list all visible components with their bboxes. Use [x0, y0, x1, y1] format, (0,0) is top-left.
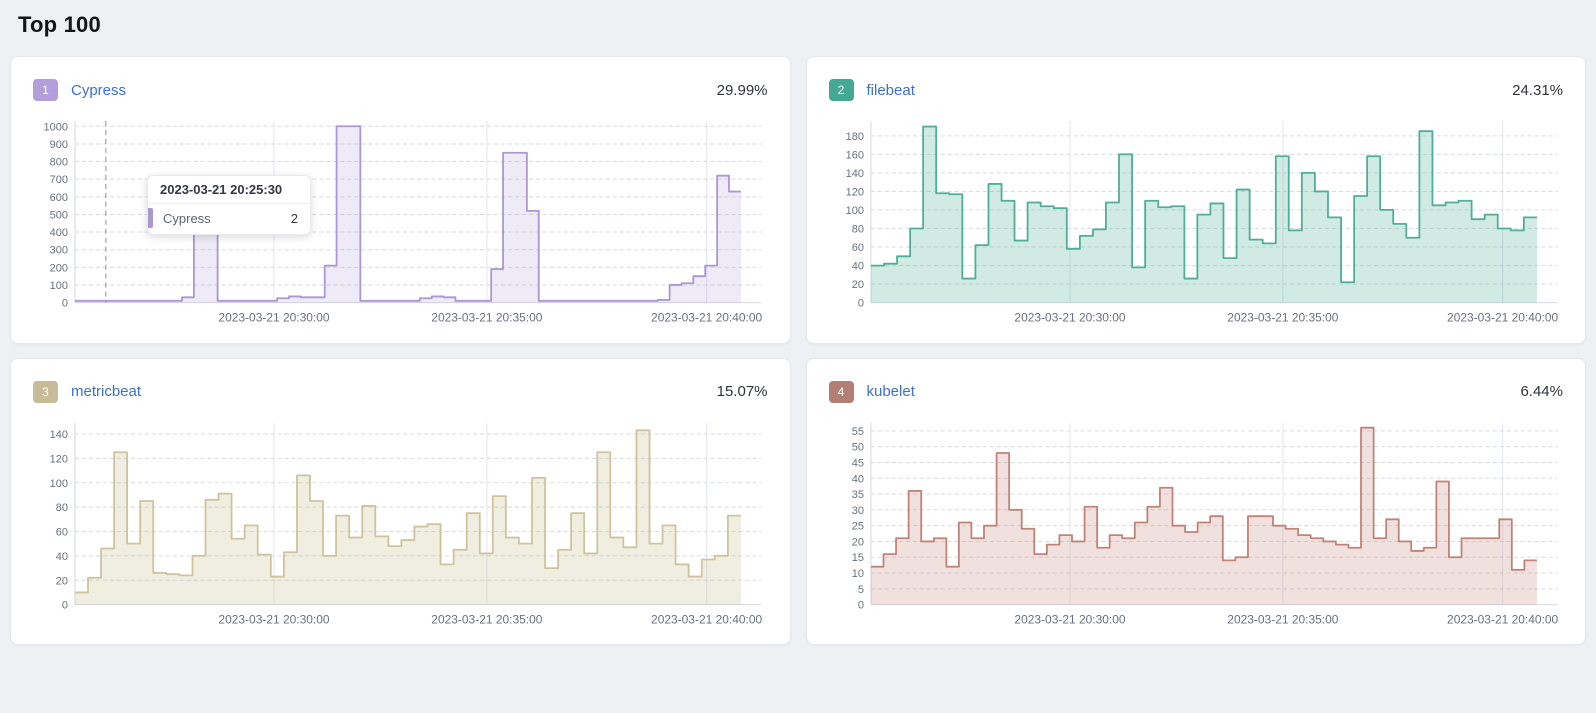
svg-text:100: 100 [50, 477, 68, 489]
card-header: 2 filebeat 24.31% [828, 79, 1563, 101]
svg-text:0: 0 [857, 599, 863, 611]
svg-text:80: 80 [56, 502, 68, 514]
svg-text:700: 700 [50, 174, 68, 186]
svg-text:40: 40 [851, 261, 863, 273]
svg-text:30: 30 [851, 504, 863, 516]
svg-text:0: 0 [62, 599, 68, 611]
svg-text:40: 40 [851, 473, 863, 485]
percentage-value: 6.44% [1520, 383, 1563, 401]
svg-text:45: 45 [851, 457, 863, 469]
svg-text:2023-03-21 20:40:00: 2023-03-21 20:40:00 [651, 612, 762, 626]
percentage-value: 29.99% [716, 81, 768, 99]
svg-text:2023-03-21 20:35:00: 2023-03-21 20:35:00 [431, 311, 542, 325]
svg-text:15: 15 [851, 552, 863, 564]
svg-text:100: 100 [845, 205, 863, 217]
svg-text:500: 500 [50, 209, 68, 221]
svg-text:2023-03-21 20:40:00: 2023-03-21 20:40:00 [651, 311, 762, 325]
svg-text:900: 900 [50, 139, 68, 151]
svg-text:25: 25 [851, 520, 863, 532]
tooltip-series-marker [148, 208, 153, 228]
rank-badge: 3 [33, 380, 58, 403]
svg-text:20: 20 [851, 536, 863, 548]
svg-text:800: 800 [50, 156, 68, 168]
svg-text:80: 80 [851, 223, 863, 235]
area-chart-cypress[interactable]: 1000 900 800 700 600 500 400 300 200 100 0 2023-03-… [31, 115, 770, 329]
svg-text:20: 20 [56, 575, 68, 587]
card-header: 4 kubelet 6.44% [828, 380, 1563, 403]
svg-text:180: 180 [845, 131, 863, 143]
chart-svg: 180 160 140 120 100 80 60 40 20 0 2023-03-21 20:30… [845, 120, 1558, 325]
svg-text:2023-03-21 20:35:00: 2023-03-21 20:35:00 [1227, 311, 1338, 325]
svg-text:60: 60 [851, 242, 863, 254]
area-chart-filebeat[interactable]: 180 160 140 120 100 80 60 40 20 0 2023-03-21 20:30… [827, 115, 1566, 329]
svg-text:10: 10 [851, 568, 863, 580]
tooltip-timestamp: 2023-03-21 20:25:30 [148, 176, 310, 204]
rank-badge: 2 [828, 79, 854, 101]
svg-text:2023-03-21 20:30:00: 2023-03-21 20:30:00 [218, 612, 329, 626]
tooltip-series-label: Cypress [163, 210, 211, 226]
area-chart-metricbeat[interactable]: 140 120 100 80 60 40 20 0 2023-03-21 20:30:00 202… [31, 417, 770, 631]
rank-badge: 1 [33, 79, 58, 101]
svg-text:2023-03-21 20:30:00: 2023-03-21 20:30:00 [1014, 612, 1125, 626]
svg-text:5: 5 [857, 583, 863, 595]
chart-card-kubelet: 4 kubelet 6.44% 55 50 45 40 35 30 25 20 15 10 5 0 20… [805, 357, 1586, 646]
chart-card-filebeat: 2 filebeat 24.31% 180 160 140 120 100 80 60 40 2… [805, 56, 1586, 344]
series-link-metricbeat[interactable]: metricbeat [71, 383, 142, 401]
svg-text:2023-03-21 20:35:00: 2023-03-21 20:35:00 [431, 612, 542, 626]
svg-text:120: 120 [845, 186, 863, 198]
svg-text:140: 140 [50, 429, 68, 441]
chart-card-cypress: 1 Cypress 29.99% 1000 900 800 700 600 500 400 3… [10, 56, 791, 344]
svg-text:160: 160 [845, 149, 863, 161]
svg-text:35: 35 [851, 489, 863, 501]
svg-text:40: 40 [56, 550, 68, 562]
dashboard: Top 100 1 Cypress 29.99% 1000 900 800 700 60… [10, 12, 1586, 646]
svg-text:120: 120 [50, 453, 68, 465]
svg-text:400: 400 [50, 227, 68, 239]
series-link-filebeat[interactable]: filebeat [866, 81, 915, 99]
svg-text:300: 300 [50, 245, 68, 257]
svg-text:140: 140 [845, 168, 863, 180]
series-link-cypress[interactable]: Cypress [71, 81, 127, 99]
svg-text:100: 100 [50, 280, 68, 292]
page-title: Top 100 [18, 12, 101, 37]
card-header: 3 metricbeat 15.07% [33, 380, 768, 403]
percentage-value: 15.07% [716, 383, 768, 401]
tooltip-row: Cypress 2 [148, 204, 310, 234]
area-chart-kubelet[interactable]: 55 50 45 40 35 30 25 20 15 10 5 0 2023-03-21 20:30:0… [827, 417, 1566, 631]
svg-text:55: 55 [851, 425, 863, 437]
svg-text:2023-03-21 20:40:00: 2023-03-21 20:40:00 [1447, 311, 1558, 325]
svg-text:0: 0 [62, 298, 68, 310]
svg-text:2023-03-21 20:35:00: 2023-03-21 20:35:00 [1227, 612, 1338, 626]
svg-text:2023-03-21 20:40:00: 2023-03-21 20:40:00 [1447, 612, 1558, 626]
svg-text:200: 200 [50, 262, 68, 274]
chart-tooltip: 2023-03-21 20:25:30 Cypress 2 [147, 175, 311, 235]
svg-text:50: 50 [851, 441, 863, 453]
svg-text:1000: 1000 [44, 121, 68, 133]
chart-grid: 1 Cypress 29.99% 1000 900 800 700 600 500 400 3… [10, 56, 1586, 646]
chart-svg: 140 120 100 80 60 40 20 0 2023-03-21 20:30:00 202… [50, 422, 763, 626]
svg-text:600: 600 [50, 192, 68, 204]
svg-text:20: 20 [851, 279, 863, 291]
percentage-value: 24.31% [1512, 81, 1563, 99]
chart-svg: 100090080070060050040030020010002023-03-… [44, 120, 763, 325]
svg-text:2023-03-21 20:30:00: 2023-03-21 20:30:00 [1014, 311, 1125, 325]
svg-text:60: 60 [56, 526, 68, 538]
rank-badge: 4 [828, 380, 854, 403]
svg-text:0: 0 [857, 298, 863, 310]
svg-text:2023-03-21 20:30:00: 2023-03-21 20:30:00 [218, 311, 329, 325]
chart-card-metricbeat: 3 metricbeat 15.07% 140 120 100 80 60 40 20 0 20… [10, 357, 791, 646]
card-header: 1 Cypress 29.99% [33, 79, 768, 101]
series-link-kubelet[interactable]: kubelet [866, 383, 915, 401]
tooltip-series-value: 2 [290, 210, 298, 226]
